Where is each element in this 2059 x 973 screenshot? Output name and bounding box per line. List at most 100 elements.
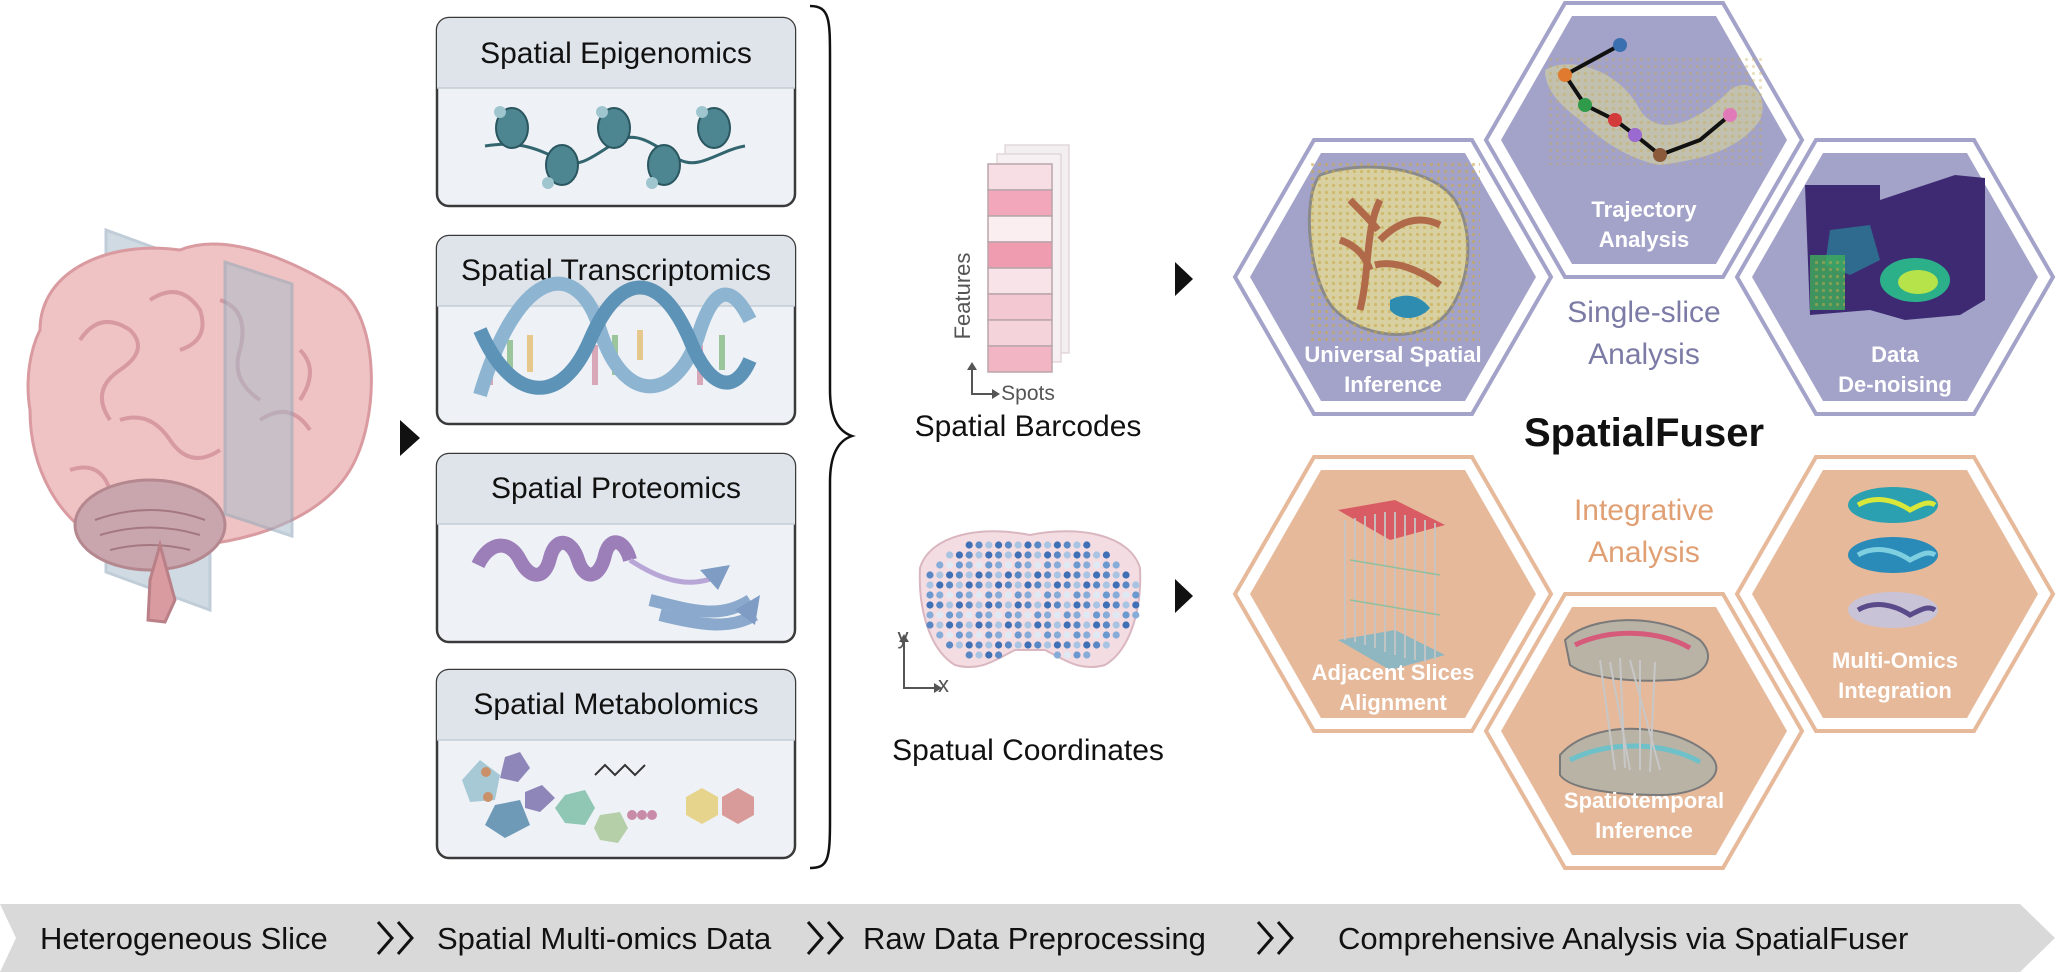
- spot-dot: [995, 591, 1003, 599]
- spot-dot: [1122, 621, 1130, 629]
- spot-dot: [955, 561, 964, 569]
- denoised-heatmap-image: [1805, 175, 1985, 320]
- spot-dot: [1083, 621, 1091, 629]
- spot-dot: [1112, 631, 1120, 639]
- spot-dot: [1073, 551, 1081, 559]
- spot-dot: [936, 571, 944, 579]
- spot-dot: [1034, 551, 1042, 559]
- dna-helix-icon: [473, 276, 757, 397]
- spatiotemporal-slices-image: [1559, 619, 1718, 797]
- spot-dot: [995, 601, 1003, 609]
- spot-dot: [1073, 571, 1081, 579]
- spot-dot: [1102, 621, 1110, 629]
- spot-dot: [1004, 591, 1013, 599]
- spot-dot: [1024, 601, 1032, 609]
- spot-dot: [1112, 601, 1120, 609]
- spot-dot: [995, 551, 1003, 559]
- spot-dot: [985, 611, 993, 619]
- spot-dot: [1024, 561, 1032, 569]
- spot-dot: [975, 641, 983, 649]
- spot-dot: [1093, 581, 1101, 589]
- hex-label: Inference: [1595, 818, 1693, 843]
- spot-dot: [975, 571, 983, 579]
- metabolite-structures-icon: [462, 752, 754, 843]
- spot-dot: [975, 591, 983, 599]
- spot-dot: [995, 651, 1003, 659]
- spot-dot: [1063, 611, 1071, 619]
- spot-dot: [985, 631, 993, 639]
- hex-adjacent-slices-alignment: Adjacent Slices Alignment: [1232, 455, 1554, 733]
- spot-dot: [1073, 641, 1081, 649]
- spot-dot: [975, 621, 983, 629]
- spot-dot: [1034, 641, 1042, 649]
- spot-dot: [1102, 551, 1110, 559]
- spot-dot: [1083, 601, 1091, 609]
- spot-dot: [975, 541, 983, 549]
- spot-dot: [1122, 601, 1130, 609]
- spot-dot: [946, 641, 954, 649]
- spot-dot: [1053, 581, 1061, 589]
- spot-dot: [995, 571, 1003, 579]
- spot-dot: [1053, 621, 1061, 629]
- spot-dot: [1102, 581, 1110, 589]
- spot-dot: [1083, 571, 1091, 579]
- spot-dot: [1024, 611, 1032, 619]
- integrative-analysis-group: Adjacent Slices Alignment Spatiotemporal…: [1232, 455, 2056, 870]
- spot-dot: [1014, 571, 1022, 579]
- spot-dot: [955, 621, 964, 629]
- double-chevron-icon: [1256, 921, 1294, 955]
- spot-dot: [936, 561, 944, 569]
- spot-dot: [1004, 601, 1013, 609]
- spot-dot: [1014, 631, 1022, 639]
- spot-dot: [1004, 581, 1013, 589]
- spot-dot: [1132, 601, 1140, 609]
- features-axis-label: Features: [950, 253, 975, 340]
- spot-dot: [995, 561, 1003, 569]
- single-slice-label: Single-slice: [1567, 296, 1720, 329]
- spot-dot: [1132, 611, 1140, 619]
- coordinates-caption: Spatual Coordinates: [892, 734, 1164, 767]
- spot-dot: [975, 551, 983, 559]
- spot-dot: [1083, 581, 1091, 589]
- spot-dot: [926, 611, 934, 619]
- spot-dot: [1093, 641, 1101, 649]
- spot-dot: [1034, 601, 1042, 609]
- spot-dot: [985, 551, 993, 559]
- integrative-label: Analysis: [1588, 536, 1700, 569]
- spot-dot: [995, 621, 1003, 629]
- single-slice-label: Analysis: [1588, 338, 1700, 371]
- single-slice-analysis-group: Universal Spatial Inference Trajectory A…: [1232, 1, 2056, 416]
- modality-card-epigenomics: Spatial Epigenomics: [435, 16, 797, 208]
- spot-dot: [946, 551, 954, 559]
- spot-dot: [1044, 621, 1052, 629]
- spot-dot: [946, 561, 954, 569]
- spot-dot: [1073, 541, 1081, 549]
- spot-dot: [1034, 571, 1042, 579]
- spot-dot: [1112, 621, 1120, 629]
- modality-card-proteomics: Spatial Proteomics: [435, 452, 797, 644]
- spot-dot: [955, 581, 964, 589]
- brace-icon: [809, 4, 856, 870]
- spot-dot: [1004, 551, 1013, 559]
- spot-dot: [1093, 551, 1101, 559]
- spot-dot: [1024, 551, 1032, 559]
- hex-label: Data: [1871, 342, 1919, 367]
- hex-label: Universal Spatial: [1304, 342, 1481, 367]
- spot-dot: [965, 561, 973, 569]
- spot-dot: [1044, 571, 1052, 579]
- spot-dot: [965, 541, 973, 549]
- spot-dot: [955, 611, 964, 619]
- spots-axis-label: Spots: [1001, 382, 1055, 405]
- spot-dot: [1112, 571, 1120, 579]
- spot-dot: [1073, 651, 1081, 659]
- pipeline-step-2: Spatial Multi-omics Data: [437, 921, 772, 956]
- spot-dot: [995, 541, 1003, 549]
- spot-dot: [1004, 541, 1013, 549]
- brain-illustration: [26, 227, 373, 624]
- spot-dot: [1034, 591, 1042, 599]
- spot-dot: [1024, 621, 1032, 629]
- spot-dot: [926, 571, 934, 579]
- spot-dot: [1083, 651, 1091, 659]
- spot-dot: [1122, 581, 1130, 589]
- spot-dot: [1093, 621, 1101, 629]
